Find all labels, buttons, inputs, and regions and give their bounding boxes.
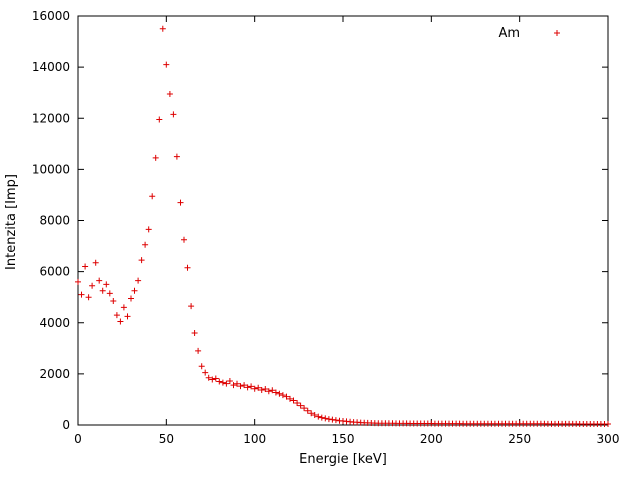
- y-axis-title: Intenzita [Imp]: [4, 174, 19, 270]
- svg-text:4000: 4000: [39, 316, 70, 330]
- x-axis-title: Energie [keV]: [299, 452, 387, 467]
- data-points: [75, 25, 611, 427]
- svg-text:0: 0: [62, 418, 70, 432]
- svg-text:50: 50: [159, 432, 174, 446]
- svg-text:16000: 16000: [32, 9, 70, 23]
- plot-axes: 0 50 100 150 200 250 300 0 2000 4000 6000 8000 10000…: [32, 9, 620, 446]
- svg-text:300: 300: [597, 432, 620, 446]
- svg-text:100: 100: [243, 432, 266, 446]
- svg-text:14000: 14000: [32, 60, 70, 74]
- legend-label: Am: [498, 26, 520, 41]
- svg-text:250: 250: [508, 432, 531, 446]
- svg-text:12000: 12000: [32, 111, 70, 125]
- svg-text:2000: 2000: [39, 367, 70, 381]
- svg-text:10000: 10000: [32, 162, 70, 176]
- svg-text:150: 150: [332, 432, 355, 446]
- svg-text:8000: 8000: [39, 214, 70, 228]
- svg-text:200: 200: [420, 432, 443, 446]
- svg-text:6000: 6000: [39, 265, 70, 279]
- legend-marker-icon: [554, 30, 560, 36]
- svg-text:0: 0: [74, 432, 82, 446]
